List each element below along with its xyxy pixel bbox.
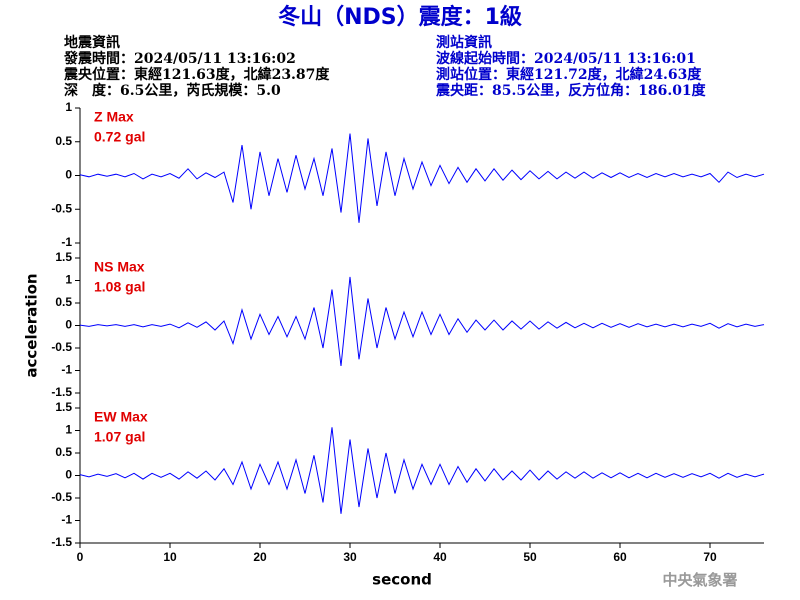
x-axis-label: second bbox=[372, 571, 432, 589]
y-tick-label: -1 bbox=[61, 235, 72, 249]
y-tick-label: 0.5 bbox=[55, 295, 72, 309]
x-tick-label: 70 bbox=[703, 550, 717, 564]
y-tick-label: -0.5 bbox=[51, 340, 72, 354]
y-tick-label: 0 bbox=[65, 318, 72, 332]
info-line: 發震時間：2024/05/11 13:16:02 bbox=[63, 50, 296, 67]
station-info: 測站資訊 波線起始時間：2024/05/11 13:16:01 測站位置：東經1… bbox=[435, 34, 707, 99]
y-tick-label: 1 bbox=[65, 100, 72, 114]
max-label: NS Max bbox=[94, 259, 145, 275]
y-axis-label: acceleration bbox=[23, 273, 41, 377]
y-tick-label: -0.5 bbox=[51, 490, 72, 504]
y-tick-label: 0.5 bbox=[55, 445, 72, 459]
y-tick-label: -1 bbox=[61, 363, 72, 377]
chart-title: 冬山（NDS）震度：1級 bbox=[278, 4, 522, 30]
x-tick-label: 0 bbox=[77, 550, 84, 564]
info-line: 測站位置：東經121.72度，北緯24.63度 bbox=[436, 66, 702, 83]
x-tick-label: 50 bbox=[523, 550, 537, 564]
waveform bbox=[79, 276, 765, 367]
waveform bbox=[79, 427, 765, 514]
y-tick-label: -1.5 bbox=[51, 535, 72, 549]
max-label: EW Max bbox=[94, 409, 148, 425]
info-line: 波線起始時間：2024/05/11 13:16:01 bbox=[436, 50, 696, 67]
info-line: 測站資訊 bbox=[436, 34, 492, 51]
max-label: Z Max bbox=[94, 109, 134, 125]
y-tick-label: 1.5 bbox=[55, 400, 72, 414]
y-tick-label: 0 bbox=[65, 468, 72, 482]
y-tick-label: -1 bbox=[61, 513, 72, 527]
quake-info: 地震資訊 發震時間：2024/05/11 13:16:02 震央位置：東經121… bbox=[63, 34, 330, 99]
info-line: 深 度：6.5公里，芮氏規模：5.0 bbox=[64, 82, 281, 99]
max-value: 1.07 gal bbox=[94, 429, 145, 445]
waveform bbox=[79, 133, 765, 223]
x-tick-label: 20 bbox=[253, 550, 267, 564]
info-line: 震央距：85.5公里，反方位角：186.01度 bbox=[435, 82, 707, 99]
y-tick-label: -1.5 bbox=[51, 385, 72, 399]
info-line: 地震資訊 bbox=[64, 34, 120, 51]
footer: 中央氣象署 bbox=[662, 571, 737, 589]
max-value: 1.08 gal bbox=[94, 279, 145, 295]
max-value: 0.72 gal bbox=[94, 129, 145, 145]
y-tick-label: 0 bbox=[65, 168, 72, 182]
x-tick-label: 40 bbox=[433, 550, 447, 564]
y-tick-label: 0.5 bbox=[55, 134, 72, 148]
y-tick-label: 1.5 bbox=[55, 250, 72, 264]
y-tick-label: -0.5 bbox=[51, 201, 72, 215]
x-tick-label: 60 bbox=[613, 550, 627, 564]
x-tick-label: 10 bbox=[163, 550, 177, 564]
x-tick-label: 30 bbox=[343, 550, 357, 564]
y-tick-label: 1 bbox=[65, 423, 72, 437]
info-line: 震央位置：東經121.63度，北緯23.87度 bbox=[63, 66, 330, 83]
y-tick-label: 1 bbox=[65, 273, 72, 287]
